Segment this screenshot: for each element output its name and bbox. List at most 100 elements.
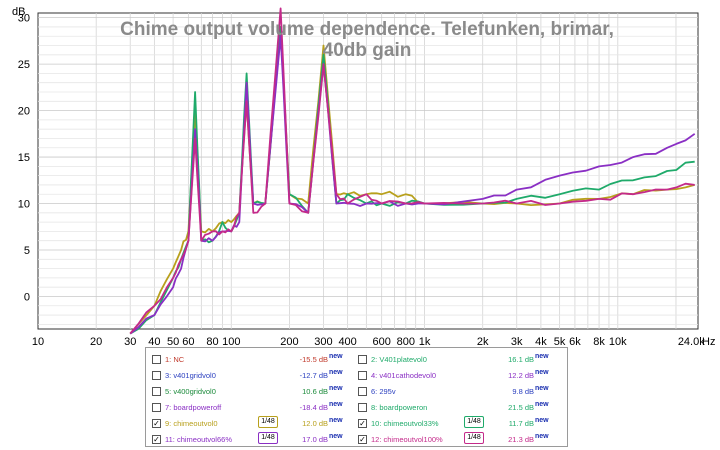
chart-title: Chime output volume dependence. Telefunk… (120, 19, 614, 61)
legend-value: -18.4 dB (299, 403, 328, 412)
legend-value: 21.5 dB (508, 403, 534, 412)
new-badge: new (535, 401, 549, 408)
smoothing-badge[interactable]: 1/48 (464, 416, 484, 428)
y-tick-label: 25 (18, 59, 30, 71)
x-tick-label: 24.0k (678, 336, 705, 348)
legend-value: 10.6 dB (302, 387, 328, 396)
legend-label: 8: boardpoweron (371, 403, 428, 412)
new-badge: new (535, 385, 549, 392)
legend-item[interactable]: 7: boardpoweroff -18.4 dB new (146, 400, 356, 416)
new-badge: new (329, 401, 343, 408)
x-tick-label: 400 (338, 336, 356, 348)
legend-checkbox[interactable] (152, 403, 161, 412)
legend-label: 12: chimeoutvol100% (371, 435, 443, 444)
smoothing-badge[interactable]: 1/48 (464, 432, 484, 444)
legend-label: 6: 295v (371, 387, 396, 396)
y-tick-label: 5 (24, 245, 30, 257)
legend-item[interactable]: ✓ 9: chimeoutvol0 1/48 12.0 dB new (146, 416, 356, 432)
legend-item[interactable]: 8: boardpoweron 21.5 dB new (352, 400, 562, 416)
legend-label: 11: chimeoutvol66% (165, 435, 232, 444)
legend-checkbox[interactable] (152, 371, 161, 380)
legend-checkbox[interactable] (152, 355, 161, 364)
x-tick-label: 1k (419, 336, 431, 348)
y-axis-label: dB (12, 6, 25, 18)
legend-value: 9.8 dB (512, 387, 534, 396)
x-tick-label: 10k (609, 336, 627, 348)
legend-label: 2: V401platevol0 (371, 355, 427, 364)
legend-label: 9: chimeoutvol0 (165, 419, 218, 428)
smoothing-badge[interactable]: 1/48 (258, 432, 278, 444)
legend-item[interactable]: 2: V401platevol0 16.1 dB new (352, 352, 562, 368)
new-badge: new (329, 385, 343, 392)
legend-item[interactable]: ✓ 10: chimeoutvol33% 1/48 11.7 dB new (352, 416, 562, 432)
legend-value: 11.7 dB (508, 419, 534, 428)
legend-value: -15.5 dB (299, 355, 328, 364)
new-badge: new (329, 353, 343, 360)
legend-label: 5: v400gridvol0 (165, 387, 216, 396)
x-tick-label: 200 (280, 336, 298, 348)
legend-value: 21.3 dB (508, 435, 534, 444)
new-badge: new (535, 433, 549, 440)
x-tick-label: 100 (222, 336, 240, 348)
series-line-chimeoutvol100- (129, 7, 695, 335)
x-tick-label: 600 (372, 336, 390, 348)
legend-checkbox[interactable] (358, 403, 367, 412)
legend-row: 3: v401gridvol0 -12.7 dB new 4: v401cathode… (146, 368, 567, 384)
x-tick-label: 8k (593, 336, 605, 348)
x-tick-label: 40 (148, 336, 160, 348)
legend-item[interactable]: 3: v401gridvol0 -12.7 dB new (146, 368, 356, 384)
legend-value: -12.7 dB (299, 371, 328, 380)
legend-row: 5: v400gridvol0 10.6 dB new 6: 295v 9.8 dB ne… (146, 384, 567, 400)
legend-checkbox[interactable] (358, 371, 367, 380)
legend-label: 10: chimeoutvol33% (371, 419, 439, 428)
x-tick-label: 800 (397, 336, 415, 348)
legend-checkbox[interactable]: ✓ (152, 419, 161, 428)
x-tick-label: 60 (182, 336, 194, 348)
x-tick-label: 80 (206, 336, 218, 348)
smoothing-badge[interactable]: 1/48 (258, 416, 278, 428)
legend-item[interactable]: 1: NC -15.5 dB new (146, 352, 356, 368)
legend-item[interactable]: 4: v401cathodevol0 12.2 dB new (352, 368, 562, 384)
axes-labels: 10 20 30 40 50 60 80 100 200 300 400 600 800 1k 2k 3k 4k… (12, 6, 715, 348)
y-tick-label: 15 (18, 152, 30, 164)
series-layer (129, 7, 696, 335)
legend-item[interactable]: ✓ 12: chimeoutvol100% 1/48 21.3 dB new (352, 432, 562, 448)
new-badge: new (329, 369, 343, 376)
legend-checkbox[interactable] (152, 387, 161, 396)
x-tick-label: 30 (124, 336, 136, 348)
legend-checkbox[interactable]: ✓ (358, 419, 367, 428)
legend-item[interactable]: 5: v400gridvol0 10.6 dB new (146, 384, 356, 400)
y-tick-label: 10 (18, 199, 30, 211)
legend-value: 17.0 dB (302, 435, 328, 444)
x-tick-label: 5k (554, 336, 566, 348)
y-tick-label: 30 (18, 13, 30, 25)
legend: 1: NC -15.5 dB new 2: V401platevol0 16.1 dB n… (145, 347, 568, 447)
legend-label: 4: v401cathodevol0 (371, 371, 437, 380)
x-tick-label: 3k (511, 336, 523, 348)
new-badge: new (329, 417, 343, 424)
new-badge: new (329, 433, 343, 440)
y-tick-label: 0 (24, 291, 30, 303)
x-tick-label: 2k (477, 336, 489, 348)
legend-checkbox[interactable] (358, 387, 367, 396)
legend-value: 12.2 dB (508, 371, 534, 380)
legend-item[interactable]: 6: 295v 9.8 dB new (352, 384, 562, 400)
legend-label: 3: v401gridvol0 (165, 371, 216, 380)
legend-row: ✓ 9: chimeoutvol0 1/48 12.0 dB new ✓ 10: chime… (146, 416, 567, 432)
legend-row: ✓ 11: chimeoutvol66% 1/48 17.0 dB new ✓ 12: ch… (146, 432, 567, 448)
legend-row: 1: NC -15.5 dB new 2: V401platevol0 16.1 dB n… (146, 352, 567, 368)
legend-label: 1: NC (165, 355, 185, 364)
x-tick-label: 20 (90, 336, 102, 348)
legend-checkbox[interactable]: ✓ (358, 435, 367, 444)
legend-label: 7: boardpoweroff (165, 403, 222, 412)
x-tick-label: 10 (32, 336, 44, 348)
new-badge: new (535, 369, 549, 376)
legend-checkbox[interactable] (358, 355, 367, 364)
x-tick-label: 4k (535, 336, 547, 348)
legend-checkbox[interactable]: ✓ (152, 435, 161, 444)
legend-value: 12.0 dB (302, 419, 328, 428)
legend-item[interactable]: ✓ 11: chimeoutvol66% 1/48 17.0 dB new (146, 432, 356, 448)
legend-row: 7: boardpoweroff -18.4 dB new 8: boardpower… (146, 400, 567, 416)
legend-value: 16.1 dB (508, 355, 534, 364)
